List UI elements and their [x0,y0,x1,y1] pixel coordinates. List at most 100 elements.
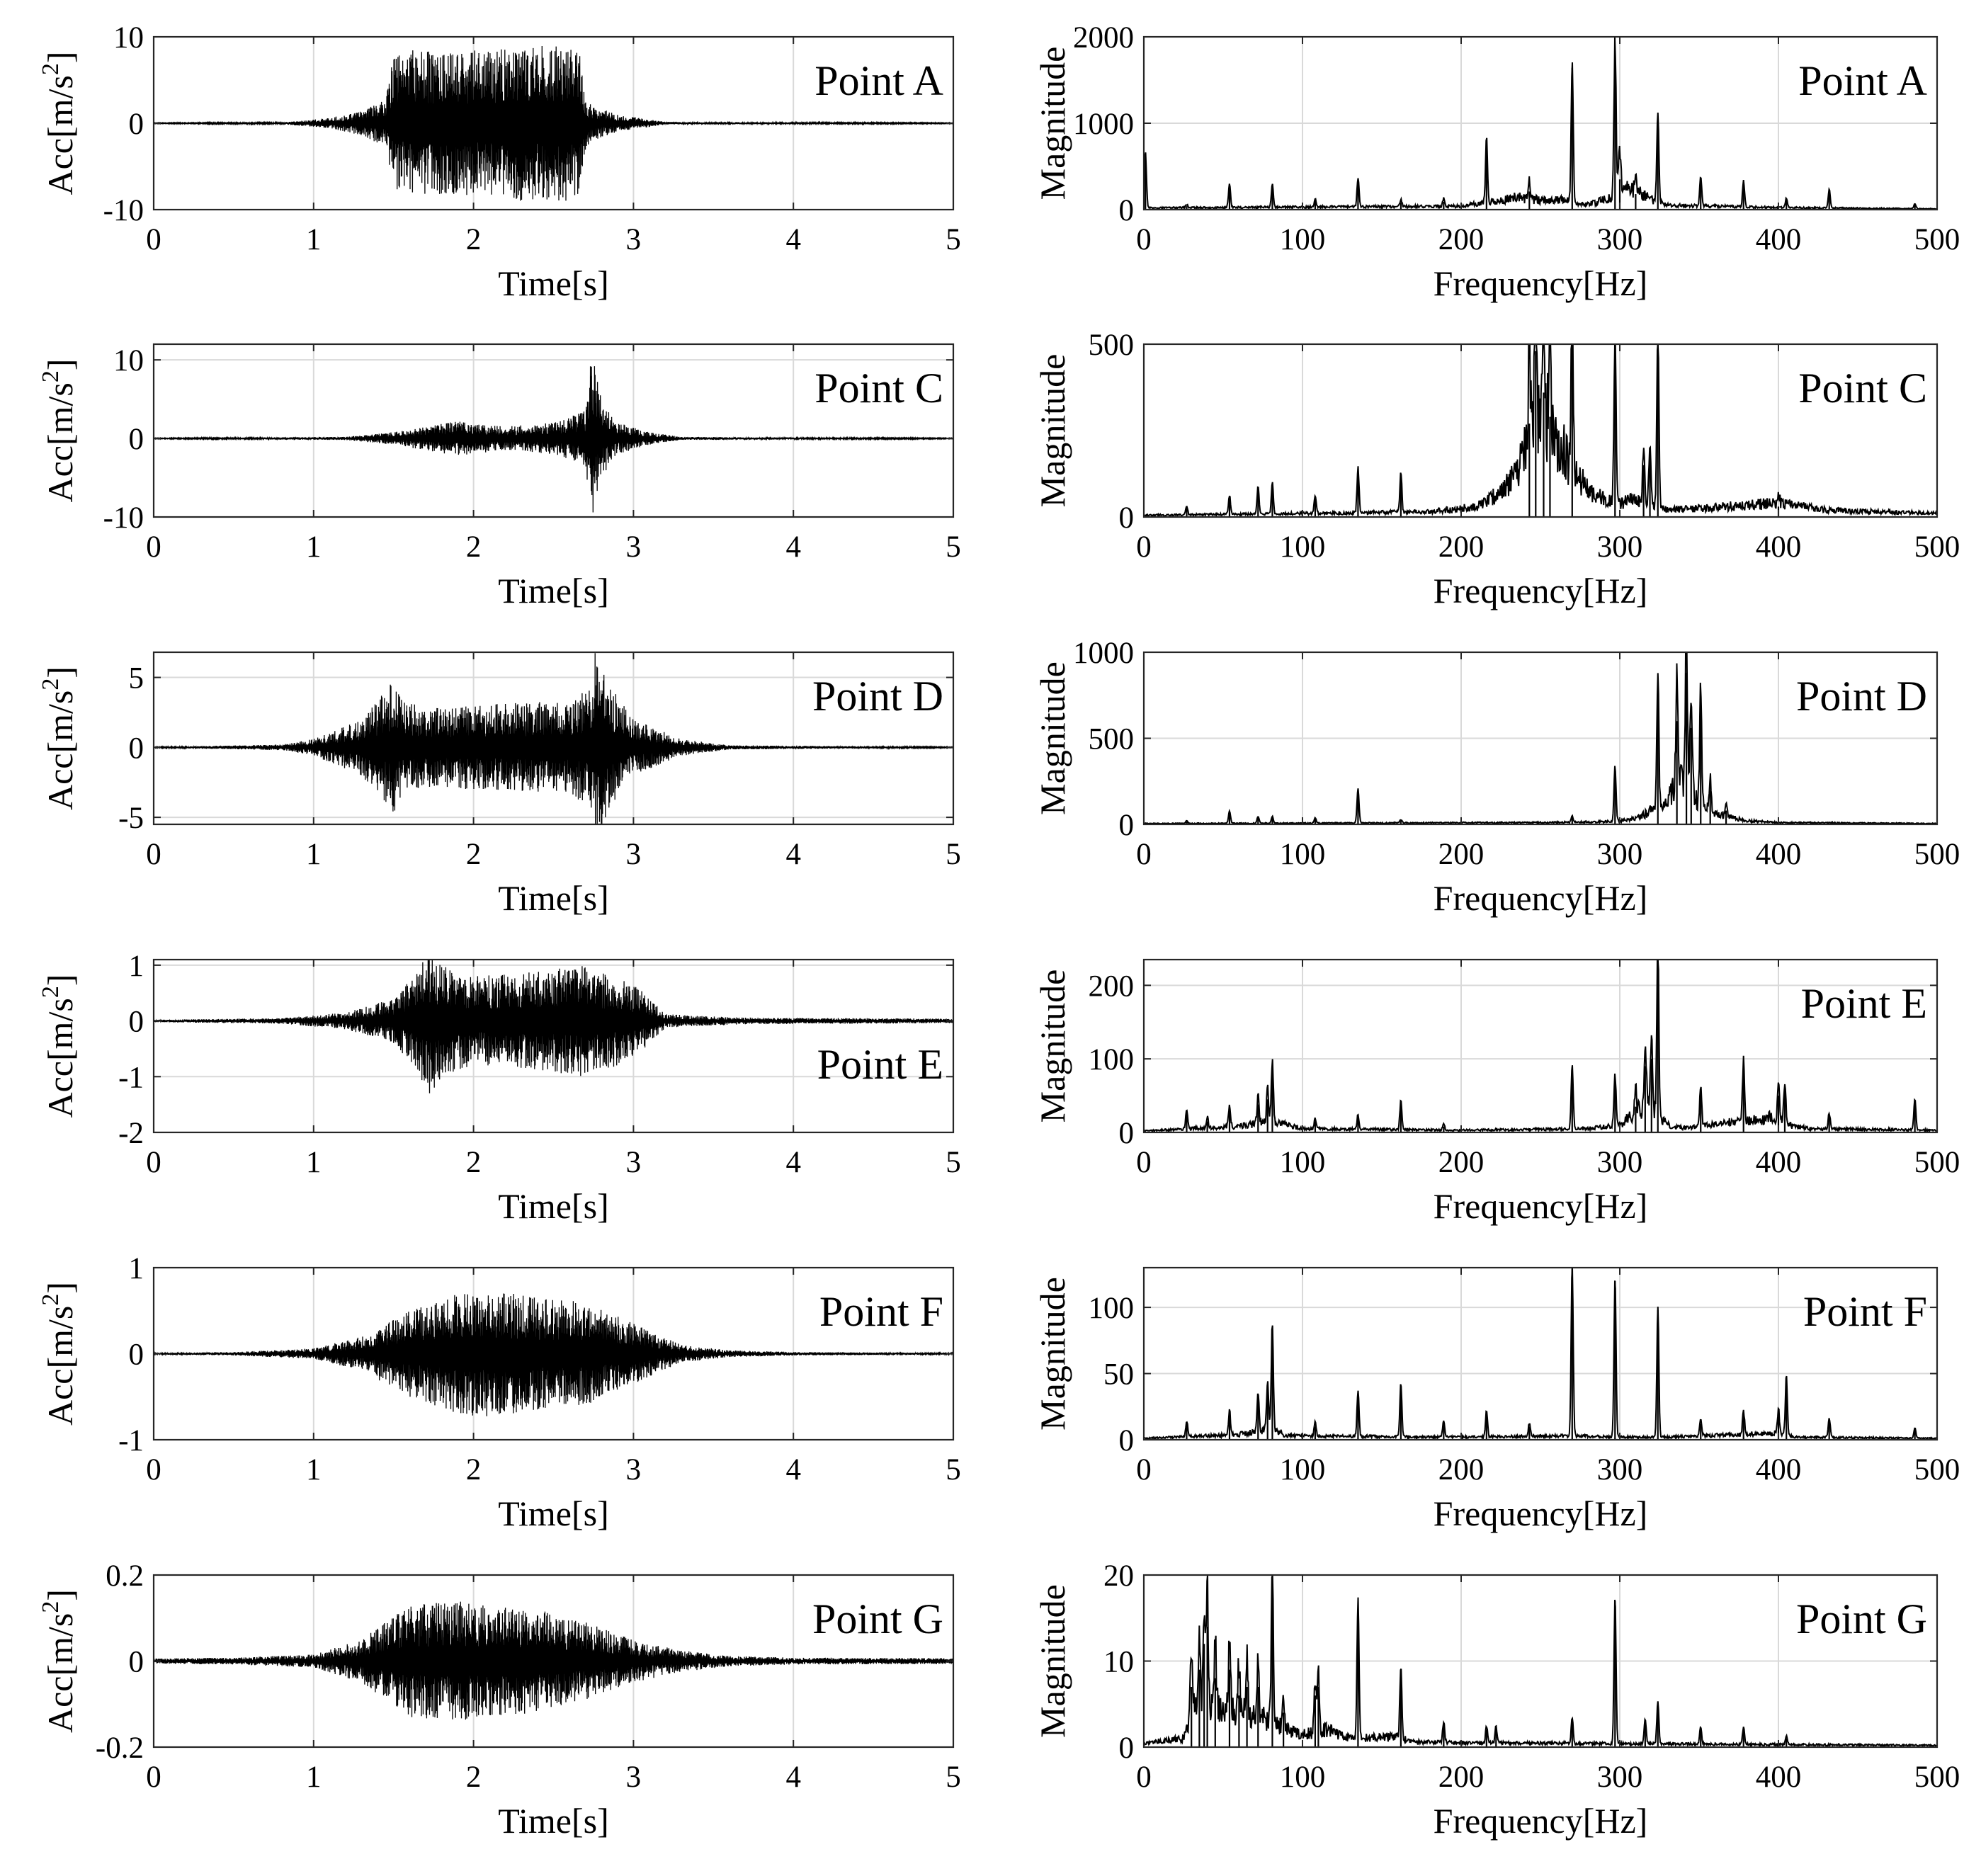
x-tick-label: 500 [1914,838,1960,871]
x-tick-label: 5 [946,1453,961,1486]
x-tick-label: 500 [1914,1146,1960,1179]
x-tick-label: 300 [1597,1761,1643,1794]
y-axis-label-text: Magnitude [1033,1584,1072,1738]
x-tick-label: 5 [946,838,961,871]
x-axis-label: Frequency[Hz] [1434,1494,1648,1533]
point-label: Point D [1796,673,1927,720]
y-tick-label: 0.2 [106,1559,144,1593]
spectrum-line [1144,37,1937,210]
spectrum-line [1144,1268,1937,1440]
y-tick-label: 0 [129,108,144,141]
x-tick-label: 1 [306,1761,322,1794]
y-axis-label-end: ] [40,974,80,986]
y-axis-label-text: Acc[m/s [40,998,80,1118]
y-tick-label: 1 [129,950,144,983]
y-axis-label-sup: 2 [38,678,64,690]
y-tick-label: 100 [1089,1043,1135,1076]
x-tick-label: 0 [146,530,161,564]
x-tick-label: 3 [626,838,642,871]
y-axis-label-sup: 2 [38,1601,64,1613]
y-axis-label: Magnitude [1033,47,1072,200]
x-tick-label: 3 [626,1453,642,1486]
y-tick-label: -1 [118,1424,144,1457]
x-tick-label: 3 [626,530,642,564]
y-axis-label: Acc[m/s2] [38,51,80,195]
x-tick-label: 0 [146,1761,161,1794]
x-tick-label: 0 [146,838,161,871]
y-tick-label: 20 [1103,1559,1134,1593]
y-axis-label-text: Magnitude [1033,970,1072,1123]
y-axis-label-sup: 2 [38,63,64,75]
plot-area [1144,960,1937,1132]
x-tick-label: 200 [1438,1453,1485,1486]
x-axis-label: Time[s] [498,1186,609,1226]
y-tick-label: 5 [129,662,144,695]
x-tick-label: 4 [785,530,801,564]
x-tick-label: 0 [1136,1761,1152,1794]
y-axis-label: Magnitude [1033,661,1072,815]
x-tick-label: 400 [1756,530,1802,564]
y-axis-label: Magnitude [1033,1277,1072,1431]
y-tick-label: 0 [1119,194,1135,227]
point-label: Point E [817,1041,943,1088]
x-tick-label: 2 [466,223,482,256]
x-tick-label: 100 [1280,223,1326,256]
x-axis-label: Frequency[Hz] [1434,263,1648,303]
x-tick-label: 5 [946,1146,961,1179]
x-tick-label: 4 [785,1761,801,1794]
y-tick-label: 1000 [1073,637,1134,670]
y-tick-label: -10 [103,194,144,227]
y-tick-label: 0 [1119,1117,1135,1150]
x-tick-label: 1 [306,838,322,871]
y-axis-label: Acc[m/s2] [38,1589,80,1733]
y-tick-label: 0 [129,423,144,456]
y-axis-label-text: Acc[m/s [40,75,80,195]
x-axis-label: Frequency[Hz] [1434,1186,1648,1226]
x-tick-label: 2 [466,1146,482,1179]
x-tick-label: 0 [146,1453,161,1486]
x-tick-label: 3 [626,223,642,256]
y-tick-label: -5 [118,802,144,835]
x-tick-label: 0 [1136,838,1152,871]
x-tick-label: 1 [306,223,322,256]
y-tick-label: 100 [1089,1292,1135,1325]
x-tick-label: 1 [306,530,322,564]
y-tick-label: 500 [1089,723,1135,756]
y-tick-label: 1 [129,1252,144,1285]
y-tick-label: 0 [1119,1732,1135,1765]
x-tick-label: 4 [785,1146,801,1179]
y-tick-label: 500 [1089,329,1135,362]
y-axis-label-text: Magnitude [1033,661,1072,815]
y-axis-label: Magnitude [1033,970,1072,1123]
x-tick-label: 0 [1136,223,1152,256]
x-tick-label: 3 [626,1146,642,1179]
y-tick-label: 0 [1119,1424,1135,1457]
x-tick-label: 2 [466,838,482,871]
time-series-line [154,960,953,1093]
y-tick-label: -10 [103,501,144,535]
x-tick-label: 100 [1280,838,1326,871]
x-tick-label: 300 [1597,838,1643,871]
y-axis-label-sup: 2 [38,1294,64,1306]
y-tick-label: 0 [129,1646,144,1679]
x-tick-label: 2 [466,1761,482,1794]
y-tick-label: 0 [129,1006,144,1039]
spectrum-line [1144,960,1937,1132]
y-axis-label-text: Acc[m/s [40,1306,80,1426]
time-series-line [154,366,953,513]
y-axis-label-end: ] [40,1282,80,1294]
point-label: Point E [1801,980,1927,1027]
x-tick-label: 4 [785,1453,801,1486]
y-tick-label: 1000 [1073,108,1134,141]
point-label: Point F [1803,1288,1927,1335]
y-tick-label: 0 [1119,809,1135,842]
subplot-frequency-point-c: 0 100 200 300 400 500 0 500 Frequency[Hz] Magnitu… [1033,329,1960,610]
spectrum-line [1144,344,1937,517]
point-label: Point G [1796,1596,1927,1642]
x-tick-label: 400 [1756,223,1802,256]
time-series-line [154,1293,953,1416]
time-series-line [154,45,953,201]
y-axis-label: Acc[m/s2] [38,358,80,502]
